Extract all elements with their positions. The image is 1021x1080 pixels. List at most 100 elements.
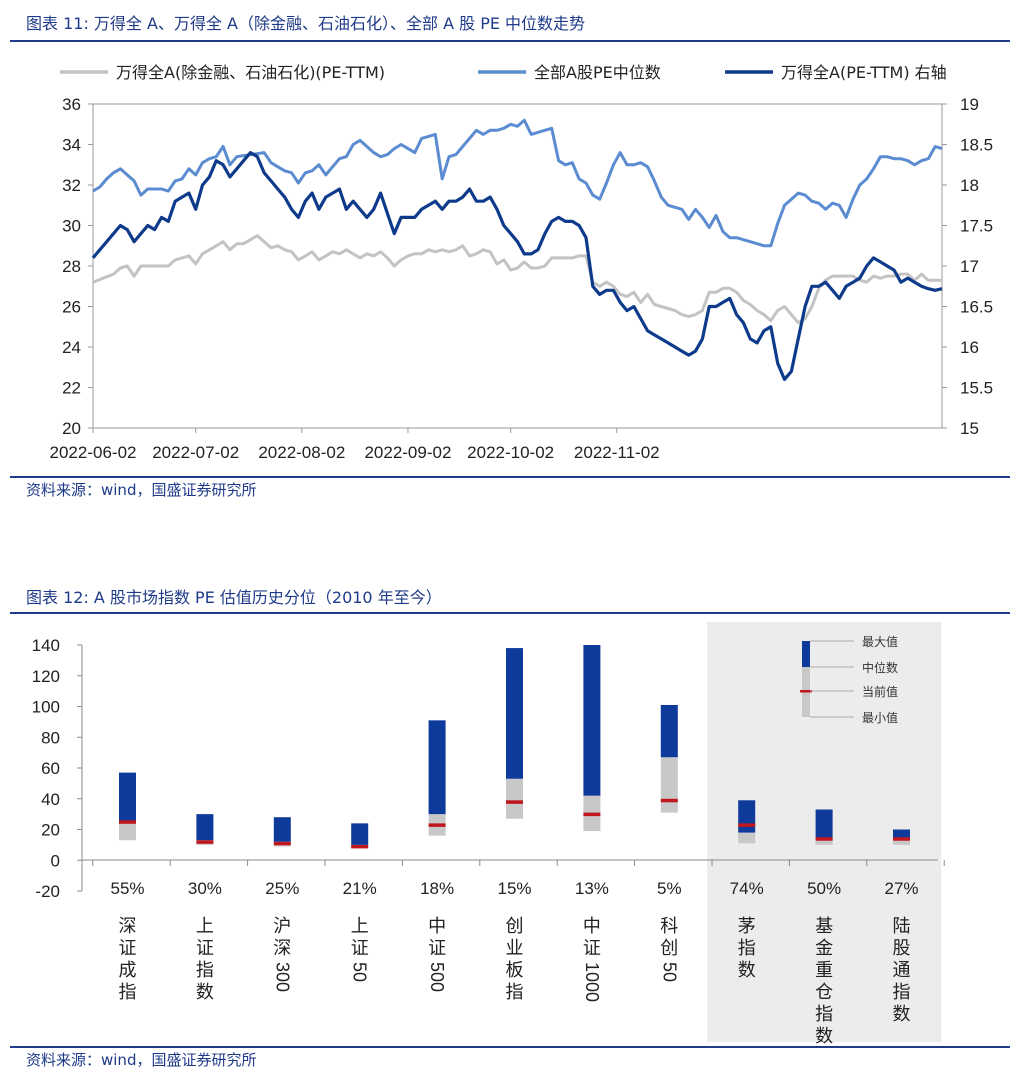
range-bar-7 <box>660 704 678 813</box>
legend-text-3: 最小值 <box>862 710 898 725</box>
category-label-digits: 50 <box>659 962 679 982</box>
category-label-char: 数 <box>893 1004 911 1025</box>
chart1-legend: 万得全A(除金融、石油石化)(PE-TTM) 全部A股PE中位数 万得全A(PE-T… <box>60 63 947 82</box>
x-tick-label: 2022-09-02 <box>364 443 451 462</box>
legend-text-2: 当前值 <box>862 684 898 699</box>
category-label-char: 业 <box>506 938 524 959</box>
y-right-tick-label: 18 <box>960 176 979 195</box>
category-label-char: 科 <box>660 916 678 937</box>
chart2-y-tick-label: 100 <box>32 698 60 717</box>
y-right-tick-label: 16 <box>960 338 979 357</box>
chart2-y-tick-label: 60 <box>41 759 60 778</box>
category-label-char: 陆 <box>893 916 911 937</box>
range-bar-8 <box>738 800 756 844</box>
percentile-label: 50% <box>807 879 841 898</box>
category-label-char: 指 <box>196 960 214 981</box>
chart2-y-tick-label: 80 <box>41 728 60 747</box>
category-label-char: 创 <box>660 938 678 959</box>
category-label-char: 证 <box>196 938 214 959</box>
bar-current-marker <box>738 823 756 827</box>
bar-upper-range <box>119 772 136 824</box>
bar-lower-range <box>893 838 910 845</box>
category-label-char: 数 <box>815 1026 833 1044</box>
legend-label-1: 全部A股PE中位数 <box>534 63 661 82</box>
category-label-char: 深 <box>119 916 137 937</box>
bar-current-marker <box>583 812 601 817</box>
bar-upper-range <box>583 645 601 796</box>
series-line-0 <box>92 234 942 325</box>
y-right-tick-label: 17.5 <box>960 217 993 236</box>
chart2-y-tick-label: 20 <box>41 821 60 840</box>
range-bar-0 <box>119 772 136 841</box>
y-left-tick-label: 28 <box>62 257 81 276</box>
bar-lower-range <box>738 832 756 844</box>
bar-lower-range <box>815 838 833 845</box>
category-label-char: 基 <box>815 916 833 937</box>
bar-upper-range <box>273 817 291 842</box>
y-right-tick-label: 17 <box>960 257 979 276</box>
percentile-label: 30% <box>188 879 222 898</box>
chart2-y-tick-label: 40 <box>41 790 60 809</box>
category-label-char: 指 <box>893 982 911 1003</box>
bar-current-marker <box>815 837 833 841</box>
percentile-label: 15% <box>497 879 531 898</box>
chart1-title: 图表 11: 万得全 A、万得全 A（除金融、石油石化）、全部 A 股 PE 中… <box>26 14 586 33</box>
range-bar-3 <box>351 823 369 849</box>
bar-upper-range <box>351 823 369 845</box>
x-tick-label: 2022-11-02 <box>574 443 660 462</box>
chart1-top-rule <box>10 40 1010 42</box>
range-bar-10 <box>893 829 910 845</box>
category-label-char: 成 <box>119 960 137 981</box>
y-left-tick-label: 26 <box>62 298 81 317</box>
category-label-char: 中 <box>428 916 446 937</box>
range-bar-5 <box>506 648 523 819</box>
category-label-7: 科创 50 <box>659 916 679 982</box>
y-right-tick-label: 15.5 <box>960 379 993 398</box>
x-tick-label: 2022-10-02 <box>467 443 554 462</box>
category-label-digits: 500 <box>427 962 447 992</box>
range-bar-9 <box>815 809 833 845</box>
x-tick-label: 2022-07-02 <box>152 443 239 462</box>
percentile-label: 5% <box>657 879 682 898</box>
chart2-y-tick-label: 120 <box>32 667 60 686</box>
bar-current-marker <box>273 841 291 846</box>
category-label-char: 证 <box>119 938 137 959</box>
legend-upper-swatch <box>802 641 810 667</box>
category-label-4: 中证 500 <box>427 916 447 992</box>
range-bar-2 <box>273 817 291 847</box>
category-label-3: 上证 50 <box>350 916 370 982</box>
chart2-bar-chart: -2002040608010012014055%深证成指30%上证指数25%沪深… <box>32 622 945 1044</box>
category-label-char: 指 <box>119 982 137 1003</box>
category-label-digits: 50 <box>350 962 370 982</box>
y-left-tick-label: 20 <box>62 419 81 438</box>
category-label-2: 沪深 300 <box>272 916 292 992</box>
y-left-tick-label: 30 <box>62 217 81 236</box>
category-label-char: 创 <box>506 916 524 937</box>
category-label-char: 通 <box>893 960 911 981</box>
category-label-char: 数 <box>196 982 214 1003</box>
percentile-label: 21% <box>343 879 377 898</box>
bar-upper-range <box>196 814 214 841</box>
y-left-tick-label: 36 <box>62 95 81 114</box>
bar-upper-range <box>738 800 756 833</box>
percentile-label: 25% <box>265 879 299 898</box>
bar-current-marker <box>119 820 136 824</box>
chart1-bottom-rule <box>10 476 1010 478</box>
y-right-tick-label: 16.5 <box>960 298 993 317</box>
bar-upper-range <box>428 720 446 815</box>
bar-lower-range <box>119 823 136 841</box>
category-label-digits: 1000 <box>582 962 602 1002</box>
x-tick-label: 2022-06-02 <box>50 443 137 462</box>
legend-text-1: 中位数 <box>862 660 898 675</box>
series-line-2 <box>91 151 943 381</box>
series-line-1 <box>92 118 943 248</box>
chart2-y-tick-label: 0 <box>51 851 60 870</box>
y-right-tick-label: 18.5 <box>960 136 993 155</box>
percentile-label: 55% <box>110 879 144 898</box>
range-bar-6 <box>583 645 601 832</box>
category-label-char: 上 <box>351 916 369 937</box>
bar-current-marker <box>506 800 523 804</box>
